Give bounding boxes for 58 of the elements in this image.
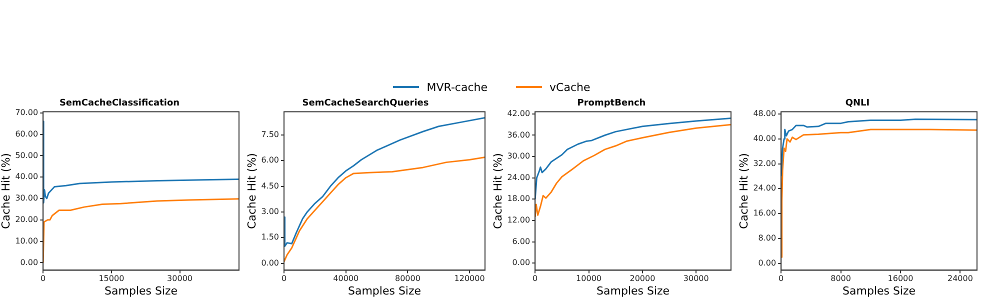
y-tick-label: 6.00 — [261, 156, 280, 165]
y-tick-label: 1.50 — [261, 232, 280, 242]
y-tick-label: 0.00 — [758, 258, 776, 268]
y-tick-label: 20.00 — [15, 214, 38, 224]
y-axis-title: Cache Hit (%) — [0, 153, 12, 229]
y-axis-title: Cache Hit (%) — [245, 153, 258, 229]
x-tick-label: 0 — [778, 274, 784, 284]
x-tick-label: 40000 — [333, 274, 359, 284]
y-tick-label: 8.00 — [758, 234, 776, 243]
y-tick-label: 60.00 — [15, 129, 38, 138]
chart-title: SemCacheSearchQueries — [302, 98, 429, 109]
y-axis-title: Cache Hit (%) — [491, 153, 504, 229]
chart-title: SemCacheClassification — [59, 98, 180, 109]
legend-label: vCache — [550, 80, 590, 94]
y-tick-label: 30.00 — [15, 194, 38, 203]
y-tick-label: 24.00 — [507, 172, 530, 182]
y-tick-label: 10.00 — [15, 236, 38, 246]
legend-label: MVR-cache — [426, 80, 488, 94]
x-tick-label: 20000 — [630, 274, 656, 284]
y-tick-label: 6.00 — [512, 236, 530, 246]
x-axis-title: Samples Size — [348, 284, 422, 298]
y-tick-label: 4.50 — [261, 181, 280, 190]
y-tick-label: 18.00 — [507, 194, 530, 204]
x-tick-label: 0 — [281, 274, 287, 284]
x-tick-label: 24000 — [947, 274, 973, 284]
y-tick-label: 0.00 — [512, 258, 530, 268]
x-tick-label: 8000 — [830, 274, 851, 284]
x-tick-label: 16000 — [888, 274, 914, 284]
y-tick-label: 0.00 — [20, 258, 38, 267]
x-axis-title: Samples Size — [842, 284, 916, 298]
chart-title: PromptBench — [577, 98, 646, 109]
y-tick-label: 30.00 — [507, 152, 530, 161]
y-axis-title: Cache Hit (%) — [737, 153, 750, 229]
x-axis-title: Samples Size — [104, 284, 178, 298]
y-tick-label: 42.00 — [507, 109, 530, 118]
x-tick-label: 30000 — [167, 274, 192, 284]
y-tick-label: 40.00 — [753, 134, 776, 143]
y-tick-label: 16.00 — [753, 208, 776, 218]
y-tick-label: 7.50 — [261, 130, 280, 139]
y-tick-label: 12.00 — [507, 216, 530, 225]
y-tick-label: 50.00 — [15, 150, 38, 160]
x-tick-label: 0 — [40, 274, 46, 284]
y-tick-label: 24.00 — [753, 184, 776, 193]
y-tick-label: 70.00 — [15, 108, 38, 117]
y-tick-label: 48.00 — [753, 109, 776, 118]
chart-title: QNLI — [845, 98, 870, 109]
y-tick-label: 0.00 — [261, 258, 280, 268]
y-tick-label: 3.00 — [261, 207, 280, 216]
x-tick-label: 80000 — [394, 274, 420, 284]
y-tick-label: 36.00 — [507, 130, 530, 140]
x-tick-label: 0 — [532, 274, 538, 284]
x-axis-title: Samples Size — [596, 284, 670, 298]
y-tick-label: 40.00 — [15, 172, 38, 182]
x-tick-label: 30000 — [683, 274, 709, 284]
y-tick-label: 32.00 — [753, 158, 776, 168]
x-tick-label: 15000 — [98, 274, 124, 284]
x-tick-label: 120000 — [454, 274, 485, 284]
x-tick-label: 10000 — [576, 274, 602, 284]
